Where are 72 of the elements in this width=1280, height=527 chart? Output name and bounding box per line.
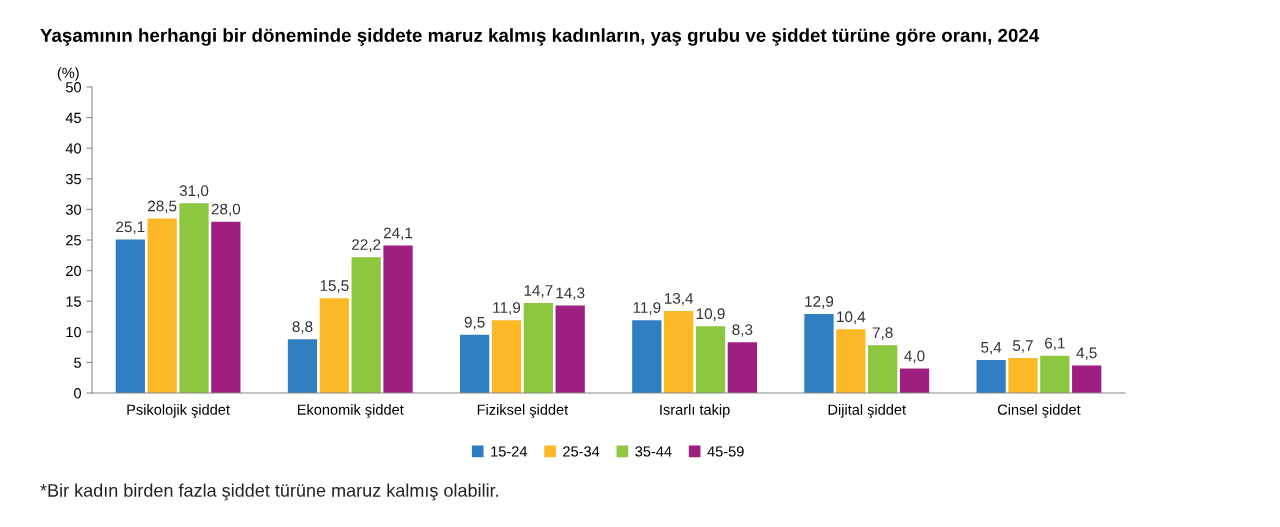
text: *Bir kadın birden fazla şiddet türüne maruz kalmış olabilir.	[40, 483, 498, 501]
data-label: 15,5	[320, 280, 349, 293]
data-label: 28,0	[211, 203, 241, 217]
data-label: 11,9	[633, 302, 661, 315]
y-tick-label: 25	[66, 235, 81, 246]
data-label: 5,4	[981, 342, 1002, 355]
y-tick-label: 40	[65, 143, 82, 154]
data-label: 11,9	[493, 302, 521, 315]
data-label: 13,4	[664, 292, 694, 306]
legend-label: 15-24	[491, 446, 528, 457]
bar	[836, 329, 866, 393]
y-tick-label: 30	[65, 204, 82, 215]
x-tick-label: Cinsel şiddet	[997, 404, 1081, 418]
bar	[491, 320, 522, 393]
bar	[899, 368, 930, 393]
bar	[664, 310, 694, 393]
bar	[460, 334, 490, 393]
data-label: 22,2	[352, 239, 381, 252]
y-tick-label: 35	[65, 173, 81, 185]
y-tick-label: 45	[65, 112, 81, 124]
data-label: 14,7	[524, 285, 553, 298]
y-tick-label: 0	[74, 388, 82, 399]
bar	[695, 326, 726, 393]
data-label: 7,8	[872, 327, 893, 340]
y-tick-label: 10	[66, 326, 82, 338]
x-tick-label: Ekonomik şiddet	[297, 404, 404, 418]
data-label: 10,9	[696, 308, 725, 321]
data-label: 9,5	[464, 316, 485, 330]
data-label: 12,9	[805, 296, 834, 309]
bar	[383, 245, 413, 393]
legend-label: 25-34	[563, 446, 600, 457]
data-label: 8,8	[292, 321, 313, 334]
bar	[1072, 365, 1102, 393]
data-label: 14,3	[556, 287, 585, 301]
bar	[1040, 355, 1070, 393]
data-label: 4,0	[904, 350, 925, 364]
x-tick-label: Dijital şiddet	[828, 404, 906, 418]
y-tick-label: 50	[65, 82, 82, 93]
y-axis-title: (%)	[57, 67, 79, 81]
data-label: 28,5	[148, 200, 177, 214]
y-tick-label: 5	[74, 357, 81, 368]
legend-label: 35-44	[635, 446, 672, 457]
data-label: 10,4	[837, 311, 866, 324]
bar	[976, 359, 1006, 393]
x-tick-label: Psikolojik şiddet	[127, 404, 230, 418]
data-label: 31,0	[179, 185, 209, 198]
bar	[147, 218, 177, 393]
y-tick-label: 20	[66, 265, 82, 277]
bar	[211, 221, 241, 393]
bar	[727, 342, 757, 393]
chart-title: Yaşamının herhangi bir döneminde şiddete maruz kalmış kadınların, yaş grubu ve şiddet türüne göre oranı, 2024	[40, 28, 1040, 46]
data-label: 8,3	[732, 324, 753, 337]
bar	[523, 303, 553, 393]
bar	[1008, 358, 1038, 393]
bar	[555, 305, 585, 393]
legend-label: 45-59	[707, 446, 744, 457]
data-label: 5,7	[1012, 340, 1033, 353]
bar	[632, 320, 662, 393]
bar	[868, 345, 898, 393]
y-tick-label: 15	[66, 296, 81, 307]
bar	[179, 203, 209, 393]
data-label: 25,1	[116, 221, 145, 235]
data-label: 6,1	[1045, 337, 1065, 351]
bar	[287, 339, 318, 393]
data-label: 4,5	[1076, 347, 1097, 361]
data-label: 24,1	[383, 227, 413, 241]
x-tick-label: Israrlı takip	[660, 404, 730, 418]
bar	[115, 239, 145, 393]
bar	[319, 298, 349, 393]
bar	[351, 257, 381, 393]
bar	[804, 314, 834, 393]
x-tick-label: Fiziksel şiddet	[477, 404, 569, 418]
